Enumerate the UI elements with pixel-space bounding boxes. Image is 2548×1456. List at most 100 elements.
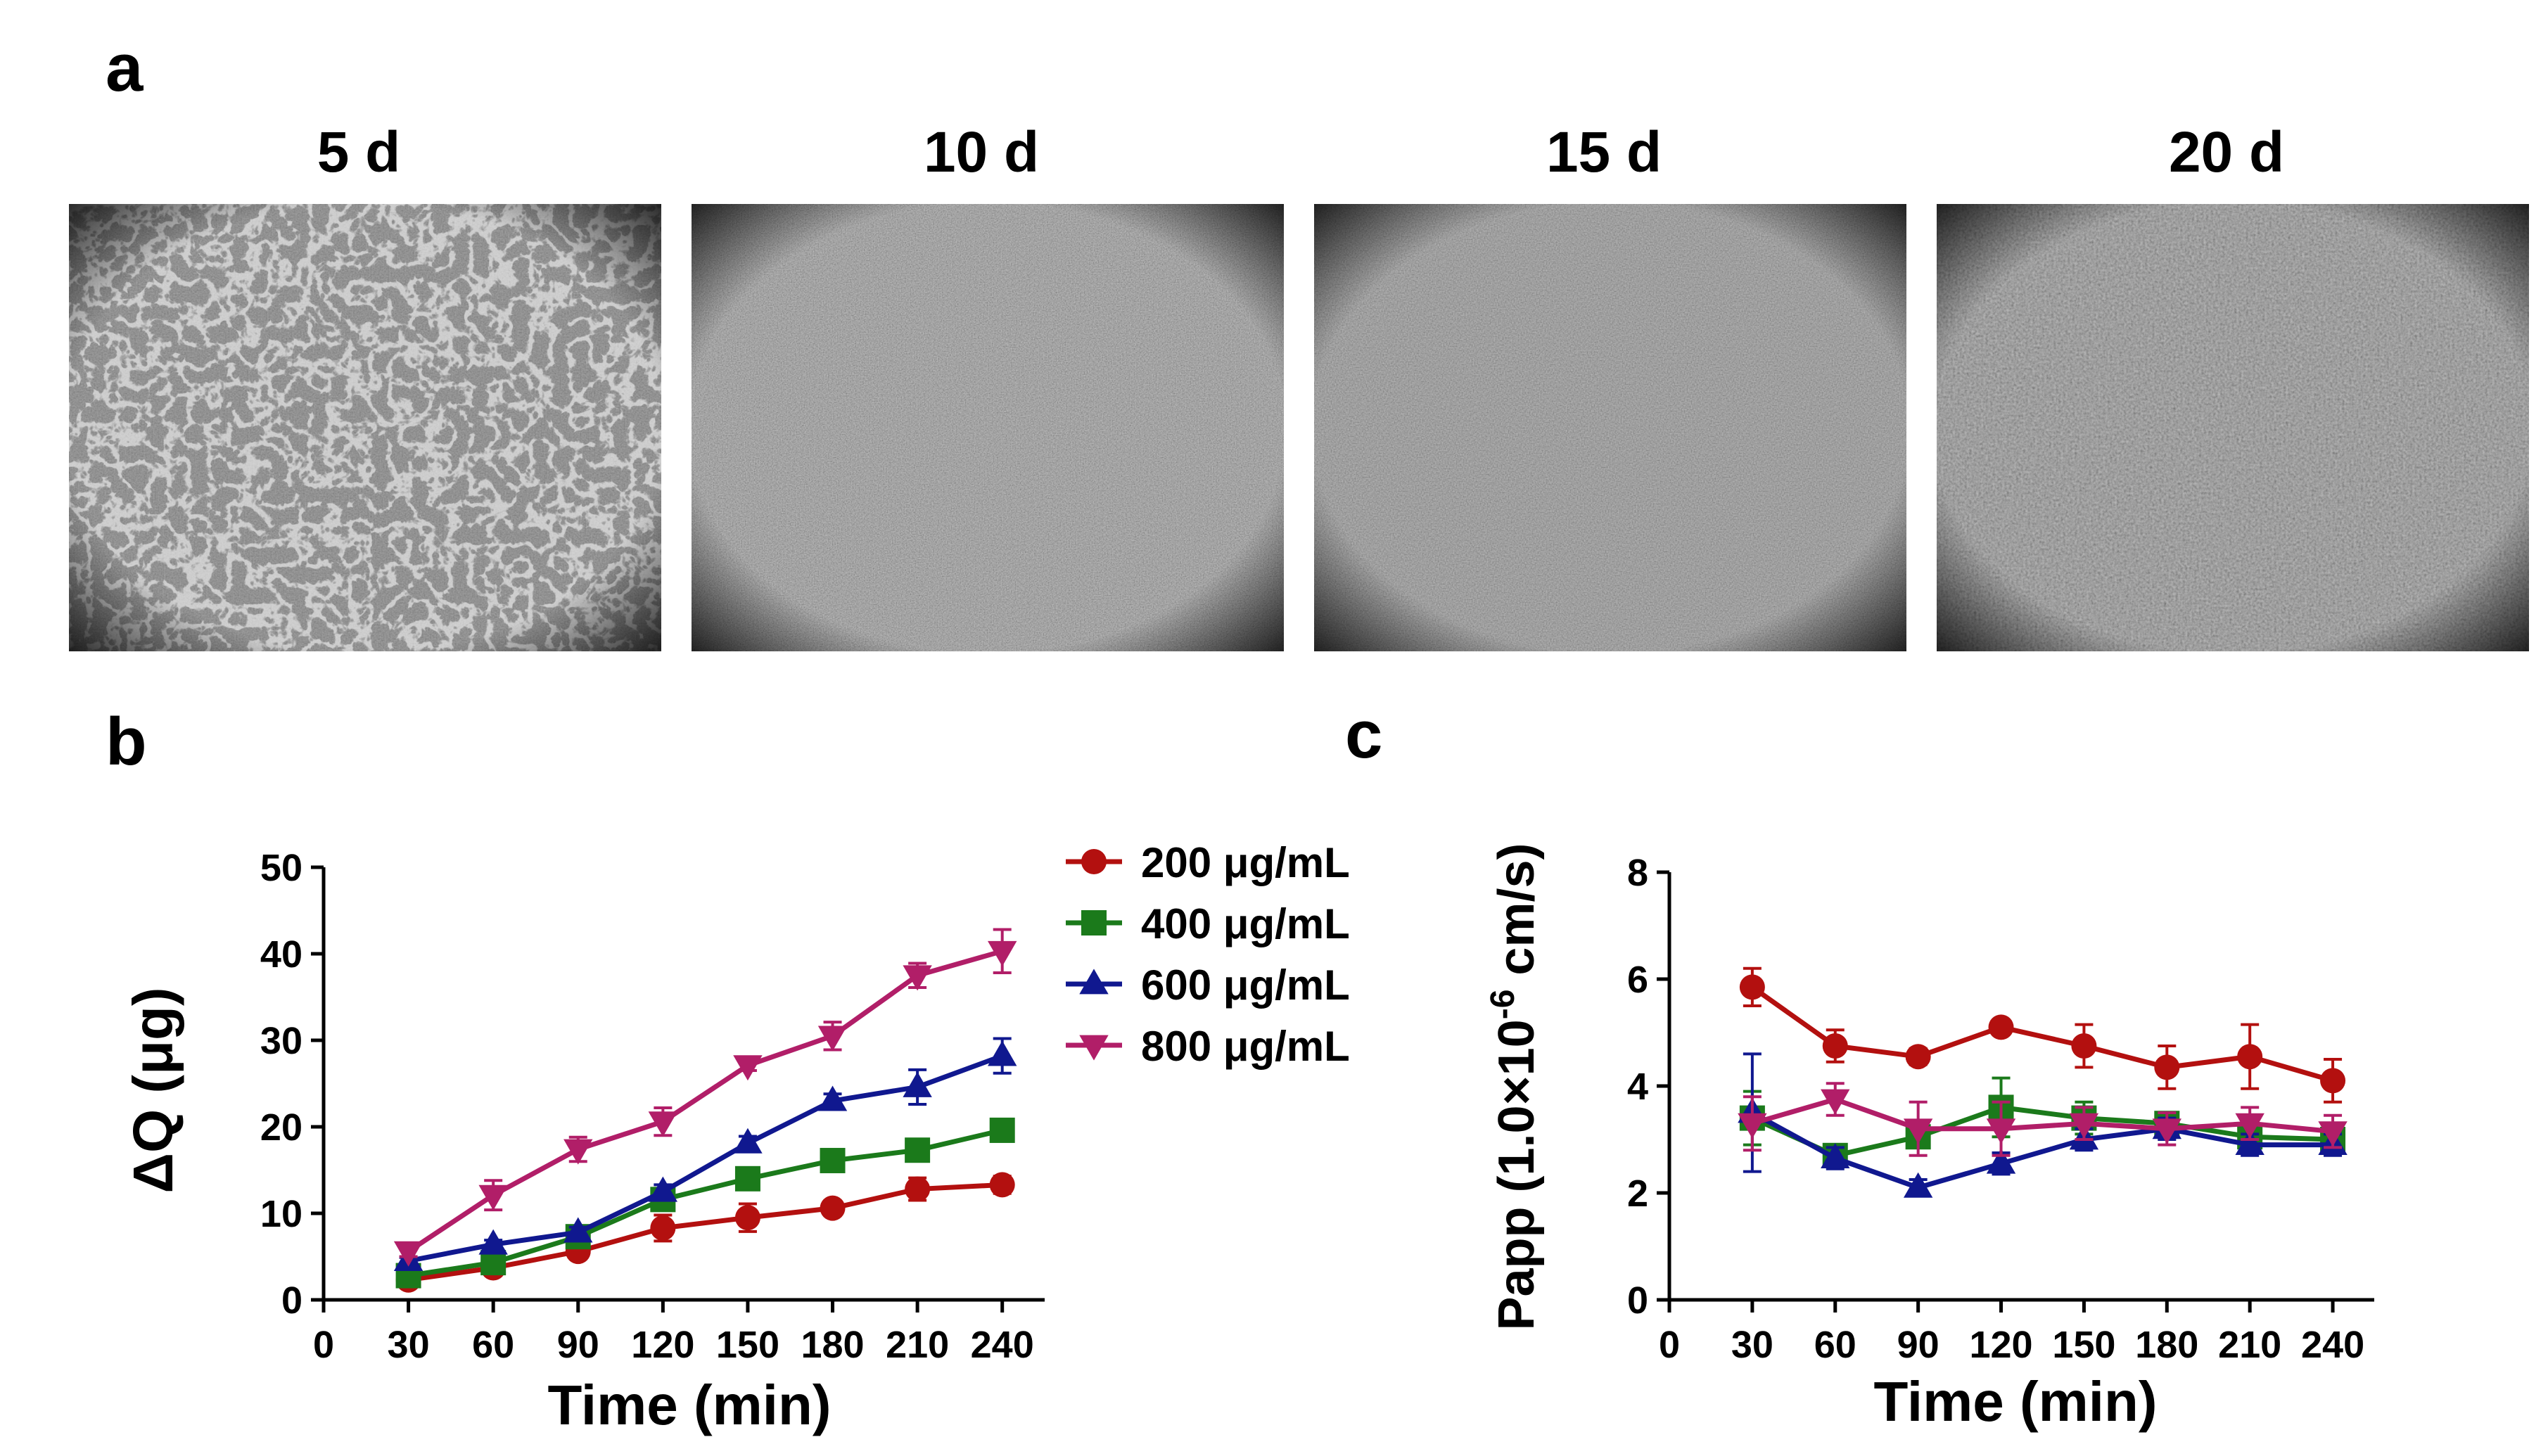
micrograph-label-5d: 5 d [317,120,401,184]
chart-c-data-point [1986,1148,2016,1174]
chart-c-data-point [1986,1118,2016,1144]
chart-b-data-point [817,1026,848,1052]
chart-c-series-line [1751,1110,2333,1190]
chart-c-data-point [2152,1118,2181,1144]
chart-b-data-point [905,1176,931,1202]
chart-b-axes: 0 30 60 90 120 150 180 210 240 0 10 20 30 40 50 [260,847,1045,1366]
chart-c-x-tick-label: 240 [2301,1324,2364,1366]
chart-b-data-point [988,940,1017,966]
chart-b-legend: 200 μg/mL 400 μg/mL 600 μg/mL 800 μg/mL [1066,839,1350,1070]
micrograph-label-10d: 10 d [923,120,1040,184]
chart-b-data-point [734,1166,760,1192]
chart-c-y-tick-label: 6 [1627,959,1648,1001]
chart-b-data-point [733,1128,763,1154]
micrograph-label-15d: 15 d [1546,120,1662,184]
chart-c-ylabel-main: Papp (1.0×10 [1489,1019,1545,1330]
chart-c-series-line [1750,985,2334,1083]
chart-c-series [1738,966,2348,1198]
chart-c-data-point [2235,1113,2264,1139]
chart-b-data-point [734,1205,760,1231]
chart-c-y-tick-label: 2 [1627,1173,1648,1215]
chart-c-series-line [1751,1104,2333,1158]
chart-c-ylabel-sup: -6 [1484,990,1522,1020]
chart-b-x-tick-label: 60 [472,1324,514,1366]
chart-b-series-2 [393,1037,1017,1272]
chart-b-data-point [393,1241,423,1267]
chart-c-data-point [1738,1113,1767,1139]
chart-c-data-point [1903,1172,1933,1198]
legend-marker [1079,1035,1109,1061]
chart-c-data-point [2154,1054,2180,1080]
chart-b-y-tick-label: 0 [281,1279,302,1322]
chart-c-x-tick-label: 90 [1897,1324,1939,1366]
chart-c-y-tick-label: 4 [1627,1066,1648,1108]
chart-b-data-point [903,1071,932,1097]
chart-b-data-point [650,1215,676,1241]
chart-c-series-line [1751,1097,2333,1135]
chart-b-x-tick-label: 30 [388,1324,430,1366]
chart-b-data-point [989,1172,1015,1198]
chart-b-series-line [407,1053,1003,1264]
chart-b-data-point [563,1217,593,1243]
legend-marker [1081,849,1107,874]
chart-b-data-point [903,965,932,991]
chart-c-x-tick-label: 60 [1814,1324,1856,1366]
legend-marker [1079,969,1109,995]
chart-c-x-tick-label: 180 [2135,1324,2198,1366]
chart-c-ylabel-end: cm/s) [1489,843,1545,989]
chart-b-series-3 [393,928,1017,1267]
chart-b-x-tick-label: 180 [801,1324,864,1366]
chart-c-series-0 [1739,966,2346,1104]
legend-label: 400 μg/mL [1141,900,1350,947]
chart-c-x-tick-label: 210 [2218,1324,2281,1366]
chart-c-data-point [2069,1113,2099,1139]
chart-b-y-tick-label: 30 [260,1020,302,1062]
chart-c-data-point [1903,1118,1933,1144]
chart-b-x-tick-label: 120 [631,1324,694,1366]
chart-c-x-tick-label: 120 [1969,1324,2032,1366]
chart-c-x-tick-label: 30 [1731,1324,1773,1366]
chart-b-data-point [733,1055,763,1081]
chart-b-x-tick-label: 90 [557,1324,599,1366]
chart-b-data-point [820,1195,846,1221]
chart-b-data-point [648,1176,678,1202]
chart-b-y-tick-label: 20 [260,1106,302,1149]
chart-b-x-tick-label: 240 [971,1324,1034,1366]
micrograph-15d [1314,204,1906,651]
chart-c-data-point [1905,1044,1931,1070]
chart-b-ylabel: ΔQ (μg) [122,987,184,1193]
chart-c-axes: 0 30 60 90 120 150 180 210 240 0 2 4 6 8 [1627,852,2374,1366]
legend-marker [1081,910,1107,935]
chart-b-y-tick-label: 10 [260,1193,302,1235]
chart-c-data-point [2237,1044,2263,1070]
chart-b-x-tick-label: 210 [886,1324,949,1366]
micrograph-10d [692,204,1284,651]
chart-b-data-point [989,1117,1015,1143]
chart-c-ylabel: Papp (1.0×10-6 cm/s) [1484,843,1545,1330]
chart-b-xlabel: Time (min) [547,1374,831,1436]
chart-b-x-tick-label: 0 [313,1324,334,1366]
chart-b-data-point [820,1147,846,1173]
chart-c-xlabel: Time (min) [1873,1370,2157,1433]
micrograph-20d [1937,204,2529,651]
chart-b-data-point [817,1085,848,1111]
chart-c-series-3 [1738,1082,2348,1157]
chart-c-x-tick-label: 150 [2052,1324,2115,1366]
panel-label-c: c [1345,697,1383,772]
chart-b-data-point [478,1184,508,1211]
chart-b-data-point [905,1137,931,1163]
chart-b-y-tick-label: 50 [260,847,302,889]
chart-b-y-tick-label: 40 [260,933,302,976]
legend-label: 200 μg/mL [1141,839,1350,886]
chart-b-data-point [648,1111,678,1137]
chart-b-series [393,928,1017,1293]
micrograph-5d [69,204,661,651]
panel-label-b: b [106,704,147,779]
chart-b-data-point [988,1040,1017,1066]
chart-c-data-point [1988,1014,2014,1040]
chart-c-data-point [1739,974,1765,1000]
chart-c-data-point [1822,1033,1848,1059]
chart-c-x-tick-label: 0 [1659,1324,1680,1366]
legend-label: 600 μg/mL [1141,962,1350,1009]
